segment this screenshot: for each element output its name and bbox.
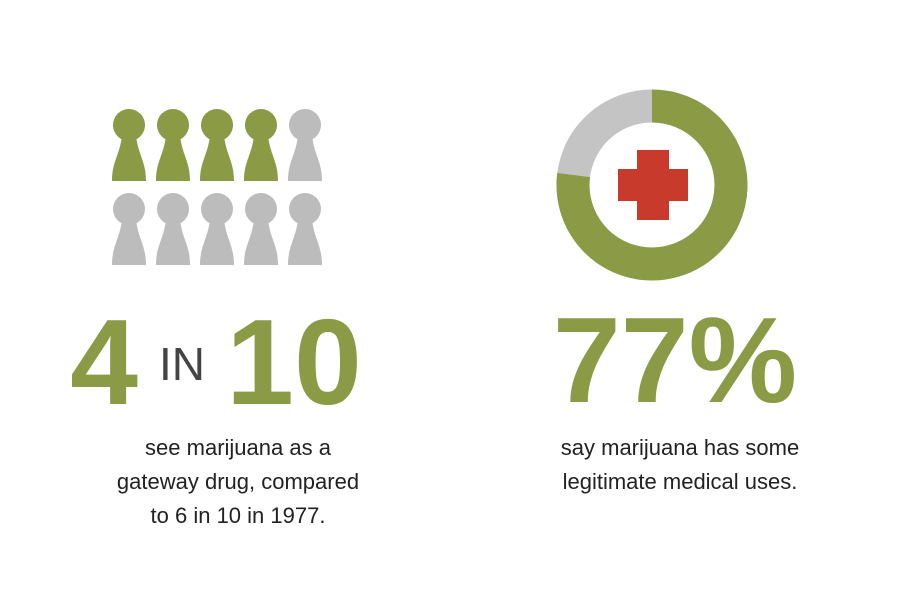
person-head: [113, 193, 145, 225]
person-icon: [200, 193, 234, 265]
person-body: [112, 219, 146, 265]
person-body: [112, 135, 146, 181]
person-icon: [244, 109, 278, 181]
person-icon: [244, 193, 278, 265]
person-icon: [112, 193, 146, 265]
person-head: [245, 109, 277, 141]
person-head: [201, 193, 233, 225]
person-body: [200, 135, 234, 181]
person-body: [288, 219, 322, 265]
person-body: [244, 219, 278, 265]
pictograph: [112, 109, 322, 265]
big-number: 10: [226, 294, 362, 430]
connector: IN: [159, 338, 205, 390]
person-head: [289, 193, 321, 225]
person-icon: [156, 109, 190, 181]
person-head: [157, 193, 189, 225]
person-head: [245, 193, 277, 225]
person-head: [157, 109, 189, 141]
person-body: [156, 219, 190, 265]
donut-arc: [556, 89, 748, 281]
person-icon: [156, 193, 190, 265]
person-head: [201, 109, 233, 141]
person-body: [288, 135, 322, 181]
big-number: 4: [70, 294, 138, 430]
person-icon: [112, 109, 146, 181]
person-icon: [200, 109, 234, 181]
caption-line: legitimate medical uses.: [563, 469, 798, 494]
caption-line: to 6 in 10 in 1977.: [151, 503, 326, 528]
person-head: [289, 109, 321, 141]
person-body: [200, 219, 234, 265]
person-body: [244, 135, 278, 181]
person-body: [156, 135, 190, 181]
donut: [556, 89, 748, 281]
caption-line: see marijuana as a: [145, 435, 332, 460]
caption-line: say marijuana has some: [561, 435, 799, 460]
person-head: [113, 109, 145, 141]
caption-line: gateway drug, compared: [117, 469, 359, 494]
person-icon: [288, 193, 322, 265]
person-icon: [288, 109, 322, 181]
big-percent: 77%: [553, 292, 797, 428]
cross-icon: [618, 169, 688, 201]
